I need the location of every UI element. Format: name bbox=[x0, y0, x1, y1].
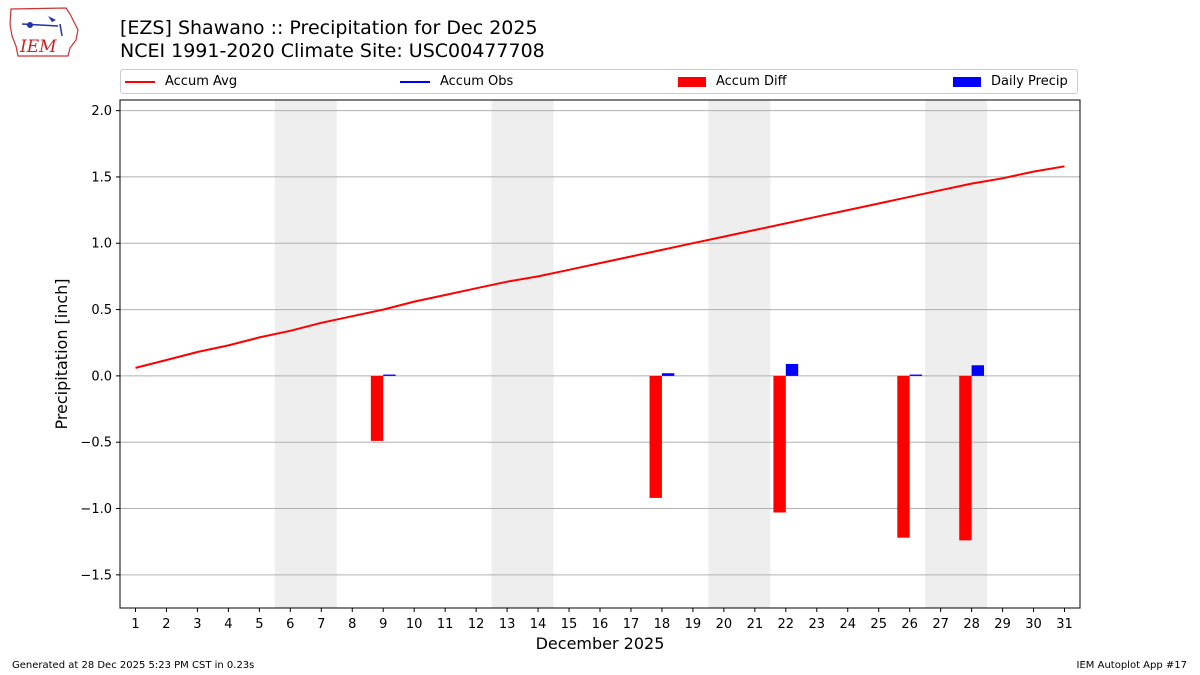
x-tick-label: 7 bbox=[317, 617, 325, 632]
x-tick-label: 5 bbox=[255, 617, 263, 632]
x-tick-label: 17 bbox=[623, 617, 640, 632]
x-tick-label: 13 bbox=[499, 617, 516, 632]
x-axis-label: December 2025 bbox=[536, 634, 665, 653]
x-tick-label: 19 bbox=[685, 617, 702, 632]
legend-swatch-daily-precip bbox=[953, 76, 981, 87]
weekend-shade bbox=[925, 100, 988, 608]
x-tick-label: 16 bbox=[592, 617, 609, 632]
y-tick-label: 1.0 bbox=[91, 237, 112, 252]
weekend-shade bbox=[491, 100, 554, 608]
x-tick-label: 21 bbox=[747, 617, 764, 632]
legend-item-accum-diff: Accum Diff bbox=[678, 70, 787, 93]
x-tick-label: 8 bbox=[348, 617, 356, 632]
x-tick-label: 27 bbox=[932, 617, 949, 632]
title-line-1: [EZS] Shawano :: Precipitation for Dec 2… bbox=[120, 17, 538, 39]
x-tick-label: 14 bbox=[530, 617, 547, 632]
x-tick-label: 3 bbox=[193, 617, 201, 632]
x-tick-label: 23 bbox=[809, 617, 826, 632]
accum-diff-bar bbox=[773, 375, 786, 513]
y-tick-label: 1.5 bbox=[91, 170, 112, 185]
accum-diff-bar bbox=[370, 375, 384, 441]
x-tick-label: 25 bbox=[870, 617, 887, 632]
iem-logo-icon: IEM bbox=[8, 6, 80, 60]
legend-swatch-accum-avg bbox=[125, 80, 155, 83]
legend-label-accum-obs: Accum Obs bbox=[440, 74, 514, 89]
daily-precip-bar bbox=[785, 363, 799, 376]
x-tick-label: 11 bbox=[437, 617, 454, 632]
x-tick-label: 6 bbox=[286, 617, 294, 632]
y-axis-label: Precipitation [inch] bbox=[52, 278, 71, 429]
chart-title: [EZS] Shawano :: Precipitation for Dec 2… bbox=[120, 17, 545, 63]
x-tick-label: 2 bbox=[162, 617, 170, 632]
svg-text:IEM: IEM bbox=[19, 37, 57, 57]
weekend-shade bbox=[274, 100, 337, 608]
x-tick-label: 9 bbox=[379, 617, 387, 632]
x-tick-label: 12 bbox=[468, 617, 485, 632]
legend-item-daily-precip: Daily Precip bbox=[953, 70, 1068, 93]
accum-diff-bar bbox=[897, 375, 910, 538]
legend-label-accum-diff: Accum Diff bbox=[716, 74, 787, 89]
x-tick-label: 28 bbox=[963, 617, 980, 632]
x-tick-label: 1 bbox=[131, 617, 139, 632]
accum-avg-line bbox=[135, 165, 1065, 369]
accum-diff-bar bbox=[959, 375, 972, 541]
y-tick-label: 0.0 bbox=[91, 369, 112, 384]
x-tick-label: 15 bbox=[561, 617, 578, 632]
legend-label-accum-avg: Accum Avg bbox=[165, 74, 238, 89]
x-tick-label: 31 bbox=[1056, 617, 1073, 632]
generated-timestamp: Generated at 28 Dec 2025 5:23 PM CST in … bbox=[12, 660, 255, 671]
legend-item-accum-obs: Accum Obs bbox=[400, 70, 513, 93]
legend-label-daily-precip: Daily Precip bbox=[991, 74, 1068, 89]
title-line-2: NCEI 1991-2020 Climate Site: USC00477708 bbox=[120, 40, 545, 62]
daily-precip-bar bbox=[661, 373, 675, 376]
autoplot-app-id: IEM Autoplot App #17 bbox=[1076, 660, 1187, 671]
x-tick-label: 10 bbox=[406, 617, 423, 632]
plot-frame bbox=[119, 99, 1081, 609]
y-tick-label: −1.0 bbox=[80, 502, 112, 517]
accum-diff-bar bbox=[649, 375, 662, 498]
daily-precip-bar bbox=[909, 374, 923, 376]
y-tick-label: 2.0 bbox=[91, 104, 112, 119]
x-tick-label: 24 bbox=[839, 617, 856, 632]
y-tick-label: 0.5 bbox=[91, 303, 112, 318]
x-tick-label: 30 bbox=[1025, 617, 1042, 632]
legend-item-accum-avg: Accum Avg bbox=[125, 70, 237, 93]
x-tick-label: 20 bbox=[716, 617, 733, 632]
x-tick-label: 26 bbox=[901, 617, 918, 632]
legend-swatch-accum-diff bbox=[678, 76, 706, 87]
daily-precip-bar bbox=[383, 374, 396, 376]
x-tick-label: 18 bbox=[654, 617, 671, 632]
y-tick-label: −1.5 bbox=[80, 568, 112, 583]
chart-legend: Accum Avg Accum Obs Accum Diff Daily Pre… bbox=[120, 69, 1078, 94]
legend-swatch-accum-obs bbox=[400, 80, 430, 83]
x-tick-label: 29 bbox=[994, 617, 1011, 632]
weekend-shade bbox=[708, 100, 771, 608]
x-tick-label: 4 bbox=[224, 617, 232, 632]
y-tick-label: −0.5 bbox=[80, 436, 112, 451]
daily-precip-bar bbox=[971, 365, 984, 376]
x-tick-label: 22 bbox=[778, 617, 795, 632]
